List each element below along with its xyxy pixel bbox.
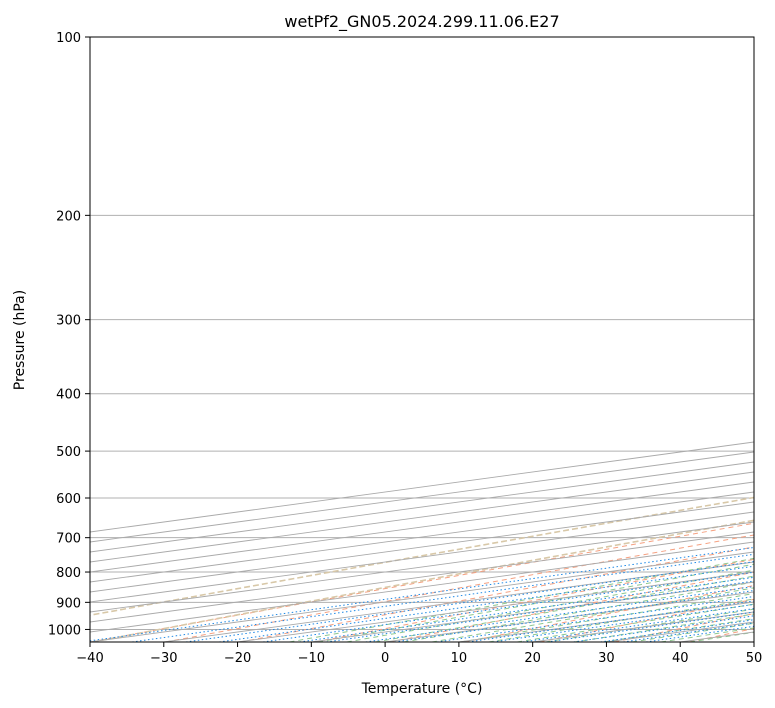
dry-adiabat [688, 628, 754, 642]
y-tick-label: 300 [56, 314, 81, 329]
mixing-ratio-line [436, 596, 754, 642]
moist-adiabat [403, 581, 754, 642]
isotherm-line [90, 471, 754, 563]
isotherm-line [90, 521, 754, 613]
x-tick-label: 0 [381, 651, 389, 666]
x-tick-label: −10 [298, 651, 325, 666]
x-axis-label: Temperature (°C) [361, 681, 483, 697]
mixing-ratio-line [468, 600, 754, 642]
x-axis-ticks: −40 −30 −20 −10 0 10 20 30 40 50 [76, 642, 762, 666]
x-tick-label: 20 [524, 651, 541, 666]
moist-adiabat [660, 627, 754, 642]
dry-adiabat [614, 613, 754, 642]
x-tick-label: −20 [224, 651, 251, 666]
moist-adiabat [460, 592, 754, 642]
isotherm-line [90, 481, 754, 573]
isotherm-line [532, 611, 754, 642]
y-tick-label: 700 [56, 532, 81, 547]
moist-adiabat [574, 613, 754, 642]
x-tick-label: 40 [672, 651, 689, 666]
isotherm-line [311, 581, 754, 642]
dry-adiabat [539, 598, 754, 642]
mixing-ratio-line [90, 546, 754, 642]
reference-curves [90, 496, 754, 642]
x-tick-label: −30 [150, 651, 177, 666]
y-tick-label: 400 [56, 388, 81, 403]
isotherm-line [90, 501, 754, 593]
isotherm-line [90, 531, 754, 623]
isotherm-line [90, 461, 754, 553]
moist-adiabat [689, 631, 754, 642]
moist-adiabat [318, 563, 754, 642]
moist-adiabat [517, 603, 754, 642]
moist-adiabat [375, 575, 754, 642]
isotherm-line [90, 511, 754, 603]
dry-adiabat [240, 546, 754, 642]
chart-title: wetPf2_GN05.2024.299.11.06.E27 [284, 12, 559, 32]
isotherms [90, 441, 754, 642]
mixing-ratio-lines [90, 546, 754, 642]
isotherm-line [90, 451, 754, 543]
x-tick-label: 10 [451, 651, 468, 666]
dry-adiabat [90, 522, 754, 642]
y-tick-label: 500 [56, 445, 81, 460]
y-tick-label: 200 [56, 209, 81, 224]
dry-adiabat [464, 585, 754, 642]
isotherm-line [606, 621, 754, 642]
mixing-ratio-line [645, 625, 754, 642]
moist-adiabats [289, 557, 754, 642]
moist-adiabat [488, 598, 754, 642]
pressure-gridlines [90, 37, 754, 630]
reference-curve [90, 496, 754, 617]
y-tick-label: 1000 [48, 623, 81, 638]
y-axis-label: Pressure (hPa) [12, 290, 28, 390]
plot-frame [89, 36, 755, 643]
isotherm-line [90, 551, 754, 642]
x-tick-label: −40 [76, 651, 103, 666]
moist-adiabat [346, 569, 754, 642]
y-tick-label: 900 [56, 596, 81, 611]
mixing-ratio-line [492, 603, 754, 642]
x-tick-label: 50 [746, 651, 763, 666]
dry-adiabats [90, 37, 775, 642]
mixing-ratio-line [299, 576, 754, 642]
mixing-ratio-line [546, 611, 754, 642]
mixing-ratio-line [522, 608, 754, 642]
dry-adiabat [764, 37, 775, 642]
isotherm-line [90, 491, 754, 583]
x-tick-label: 30 [598, 651, 615, 666]
plot-area: -100-90-80-70-60-50-40-30-20-10010203040… [90, 37, 775, 642]
dry-adiabat [314, 558, 754, 642]
mixing-ratio-line [132, 553, 754, 642]
moist-adiabat [545, 608, 754, 642]
reference-curve [92, 519, 754, 642]
y-axis-ticks: 100 200 300 400 500 600 700 800 900 1000 [48, 31, 90, 638]
isotherm-line [753, 641, 754, 642]
y-tick-label: 600 [56, 492, 81, 507]
y-tick-label: 800 [56, 566, 81, 581]
y-tick-label: 100 [56, 31, 81, 46]
